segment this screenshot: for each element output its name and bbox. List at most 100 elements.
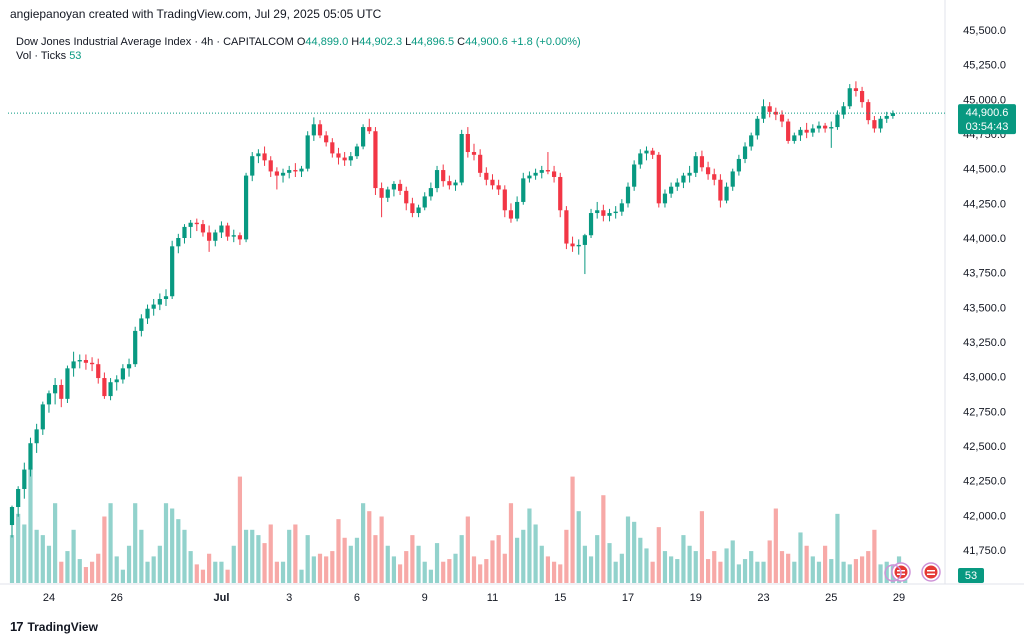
- candle-body[interactable]: [65, 368, 70, 399]
- candle-body[interactable]: [471, 152, 477, 155]
- candle-body[interactable]: [533, 172, 538, 176]
- candle-body[interactable]: [662, 193, 668, 204]
- candle-body[interactable]: [53, 384, 58, 394]
- candle-body[interactable]: [268, 160, 273, 172]
- candle-body[interactable]: [749, 135, 754, 147]
- candle-body[interactable]: [16, 488, 21, 508]
- candle-body[interactable]: [410, 203, 415, 214]
- candle-body[interactable]: [397, 183, 403, 191]
- candle-body[interactable]: [213, 232, 218, 241]
- event-marker-icon[interactable]: [884, 564, 902, 582]
- candle-body[interactable]: [182, 226, 187, 238]
- candle-body[interactable]: [59, 384, 64, 399]
- candle-body[interactable]: [163, 296, 169, 300]
- candle-body[interactable]: [490, 179, 495, 186]
- candle-body[interactable]: [77, 360, 82, 362]
- candle-body[interactable]: [681, 175, 686, 183]
- candle-body[interactable]: [120, 368, 125, 380]
- candle-body[interactable]: [853, 88, 859, 92]
- candle-body[interactable]: [459, 134, 464, 183]
- us-event-flag-icon-2[interactable]: [921, 562, 941, 582]
- candle-body[interactable]: [194, 222, 199, 225]
- candle-body[interactable]: [478, 154, 483, 173]
- candle-body[interactable]: [434, 170, 440, 189]
- candle-body[interactable]: [588, 213, 594, 236]
- candle-body[interactable]: [545, 170, 551, 172]
- candle-body[interactable]: [428, 188, 433, 197]
- candle-body[interactable]: [724, 186, 729, 201]
- candle-body[interactable]: [453, 182, 458, 186]
- candle-body[interactable]: [859, 91, 865, 103]
- candle-body[interactable]: [373, 131, 378, 189]
- candle-body[interactable]: [133, 330, 138, 365]
- candle-body[interactable]: [669, 186, 674, 194]
- candle-body[interactable]: [170, 246, 175, 297]
- candle-body[interactable]: [354, 146, 360, 157]
- us-event-flag-icon[interactable]: [891, 562, 911, 582]
- candle-body[interactable]: [767, 106, 772, 112]
- candle-body[interactable]: [625, 186, 631, 204]
- candle-body[interactable]: [447, 181, 452, 186]
- candle-body[interactable]: [551, 171, 557, 177]
- candle-body[interactable]: [262, 153, 267, 161]
- candle-body[interactable]: [89, 362, 95, 365]
- candle-body[interactable]: [391, 183, 397, 190]
- candle-body[interactable]: [441, 170, 446, 182]
- candle-body[interactable]: [718, 179, 723, 201]
- candle-body[interactable]: [675, 182, 680, 187]
- candle-body[interactable]: [311, 124, 316, 136]
- footer-brand[interactable]: 17 TradingView: [10, 619, 98, 634]
- candle-body[interactable]: [619, 203, 624, 212]
- candle-body[interactable]: [786, 121, 791, 141]
- candle-body[interactable]: [231, 235, 236, 237]
- candle-body[interactable]: [644, 150, 649, 154]
- symbol-title[interactable]: Dow Jones Industrial Average Index · 4h …: [16, 36, 294, 48]
- candle-body[interactable]: [650, 150, 655, 155]
- candle-body[interactable]: [330, 142, 335, 154]
- candle-body[interactable]: [207, 232, 212, 241]
- candle-body[interactable]: [151, 304, 156, 309]
- candle-body[interactable]: [422, 196, 427, 208]
- candle-body[interactable]: [515, 201, 520, 219]
- candle-body[interactable]: [83, 360, 89, 363]
- candle-body[interactable]: [200, 224, 206, 233]
- candle-body[interactable]: [256, 153, 261, 157]
- candle-body[interactable]: [299, 168, 304, 172]
- candle-body[interactable]: [730, 171, 735, 187]
- candle-body[interactable]: [835, 114, 840, 128]
- candle-body[interactable]: [705, 167, 711, 175]
- candle-body[interactable]: [237, 235, 243, 240]
- candle-body[interactable]: [219, 225, 224, 233]
- candle-body[interactable]: [342, 157, 347, 161]
- candle-body[interactable]: [274, 171, 279, 176]
- candle-body[interactable]: [613, 211, 618, 214]
- candle-body[interactable]: [484, 172, 489, 180]
- candle-body[interactable]: [755, 118, 760, 136]
- candle-body[interactable]: [243, 175, 249, 240]
- candle-body[interactable]: [521, 178, 526, 202]
- candle-body[interactable]: [96, 364, 101, 379]
- candle-body[interactable]: [361, 127, 366, 147]
- candle-body[interactable]: [558, 176, 563, 211]
- candle-body[interactable]: [539, 170, 544, 173]
- candle-body[interactable]: [502, 189, 507, 211]
- candle-body[interactable]: [699, 156, 705, 168]
- candle-body[interactable]: [348, 156, 353, 161]
- candle-body[interactable]: [829, 127, 834, 129]
- candle-body[interactable]: [71, 361, 76, 369]
- candle-body[interactable]: [607, 213, 612, 216]
- candle-body[interactable]: [287, 170, 292, 173]
- candle-body[interactable]: [638, 153, 643, 165]
- candle-body[interactable]: [804, 129, 809, 133]
- candle-body[interactable]: [317, 124, 323, 136]
- candle-body[interactable]: [385, 189, 390, 198]
- candle-body[interactable]: [188, 222, 193, 227]
- candle-body[interactable]: [798, 129, 803, 136]
- candle-body[interactable]: [157, 299, 162, 305]
- candle-body[interactable]: [126, 364, 132, 369]
- candle-body[interactable]: [114, 379, 119, 383]
- candle-body[interactable]: [601, 210, 606, 216]
- candle-body[interactable]: [890, 113, 895, 116]
- candle-body[interactable]: [46, 393, 52, 405]
